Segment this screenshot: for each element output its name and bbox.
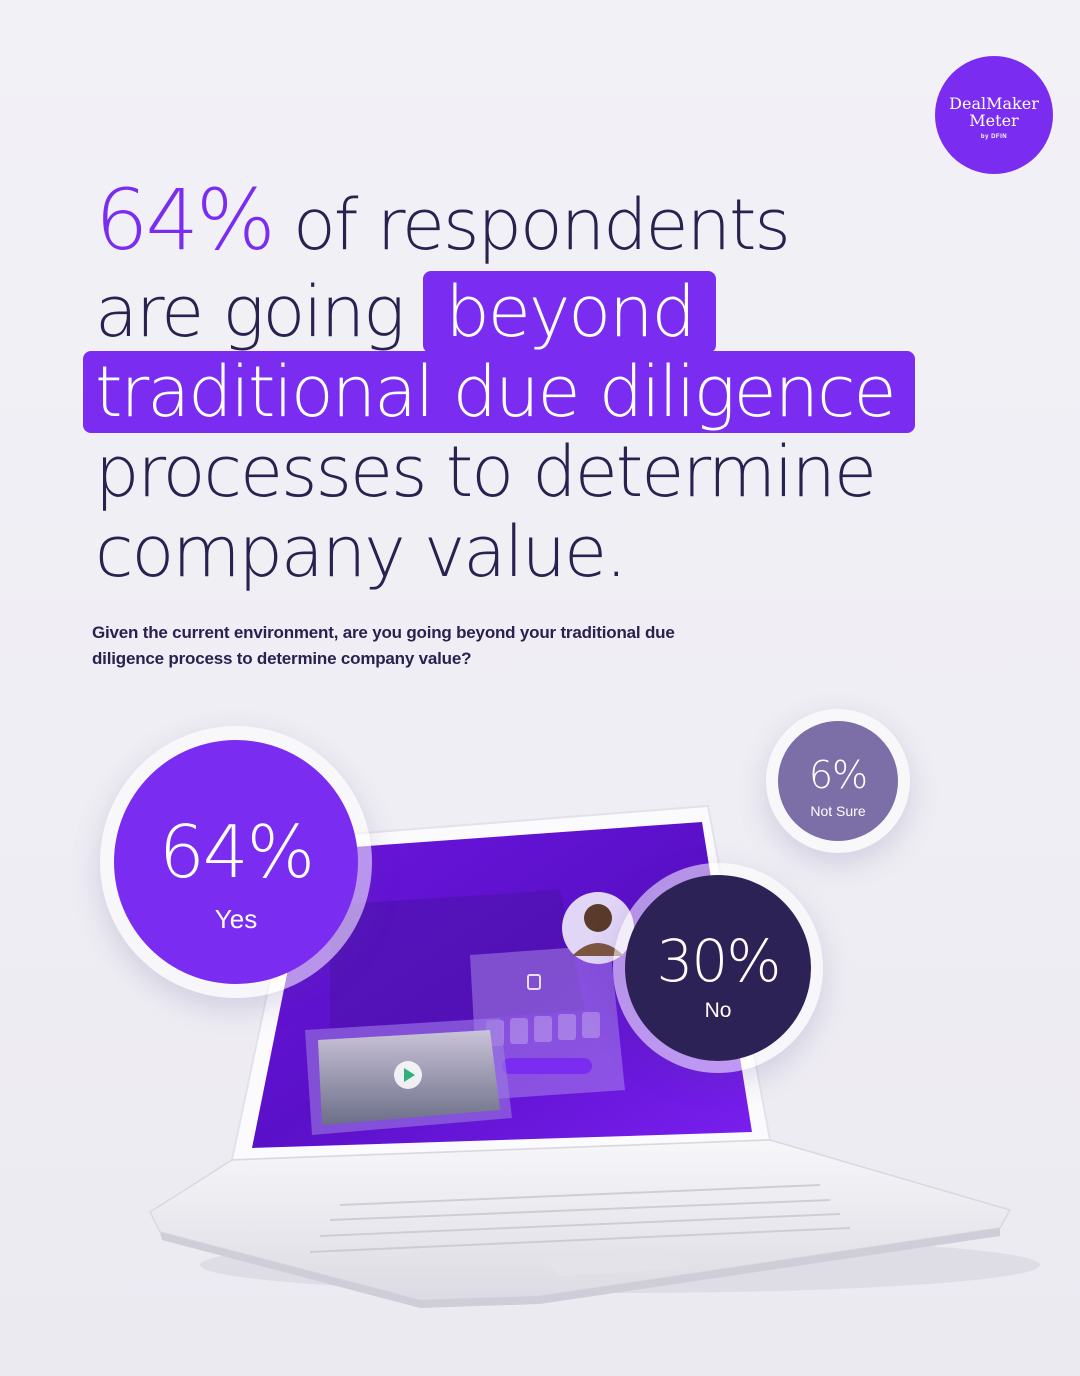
headline-line-1: 64% of respondents: [95, 178, 791, 266]
headline-line-3: traditional due diligence: [83, 351, 915, 433]
headline-line-2: are going beyond: [95, 271, 716, 353]
result-yes-percent: 64%: [158, 810, 315, 894]
result-no-percent: 30%: [656, 927, 782, 995]
headline-highlight-1: beyond: [423, 271, 716, 353]
result-not-sure-label: Not Sure: [810, 803, 866, 819]
result-no-circle: 30% No: [625, 875, 811, 1061]
result-yes-circle: 64% Yes: [114, 740, 358, 984]
headline-text-2: are going: [95, 271, 405, 353]
headline-stat: 64%: [95, 171, 276, 269]
logo-line-1: DealMaker: [949, 94, 1039, 113]
headline-text-4: company value.: [95, 511, 627, 593]
result-not-sure-circle: 6% Not Sure: [778, 721, 898, 841]
result-yes-label: Yes: [214, 904, 258, 934]
headline-text-1: of respondents: [292, 184, 791, 266]
headline-line-5: company value.: [95, 511, 627, 593]
survey-question: Given the current environment, are you g…: [92, 623, 675, 668]
result-not-sure-percent: 6%: [808, 753, 868, 797]
logo-line-2: Meter: [969, 111, 1019, 130]
dealmaker-meter-logo: DealMaker Meter by DFIN: [935, 56, 1053, 174]
headline-text-3: processes to determine: [95, 431, 877, 513]
logo-byline: by DFIN: [980, 134, 1008, 140]
headline-line-4: processes to determine: [95, 431, 877, 513]
result-no-label: No: [704, 999, 732, 1022]
headline-highlight-2: traditional due diligence: [83, 351, 915, 433]
